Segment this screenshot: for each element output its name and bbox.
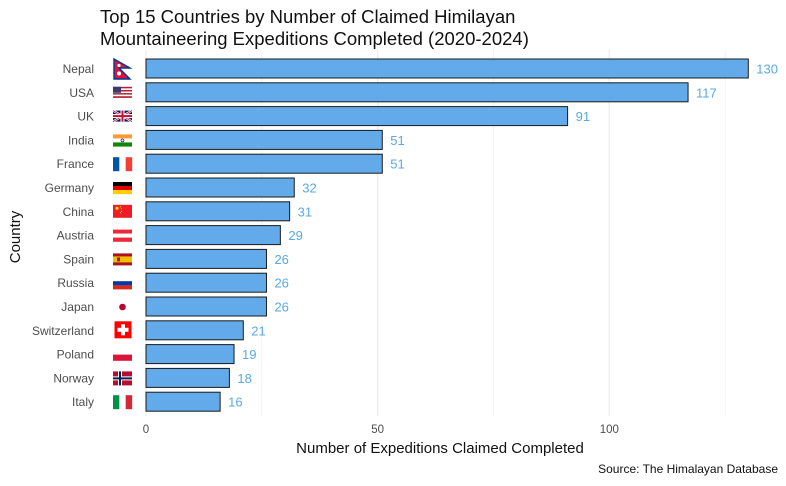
y-tick-label: Switzerland <box>32 324 94 338</box>
bar-italy <box>145 391 221 412</box>
china-flag-icon <box>113 204 132 218</box>
spain-flag-icon <box>113 253 132 266</box>
value-label: 51 <box>390 133 404 148</box>
value-label: 21 <box>251 323 265 338</box>
x-tick-label: 0 <box>143 424 149 436</box>
bar-nepal <box>145 58 749 79</box>
flags <box>112 57 133 410</box>
germany-flag-icon <box>113 182 132 195</box>
bar-france <box>145 153 383 174</box>
bar-uk <box>145 106 569 127</box>
value-label: 26 <box>274 276 288 291</box>
value-label: 29 <box>288 228 302 243</box>
bar-russia <box>145 272 267 293</box>
y-tick-label: Nepal <box>63 62 94 76</box>
bar-china <box>145 201 291 222</box>
poland-flag-icon <box>113 348 132 361</box>
italy-flag-icon <box>113 395 133 410</box>
bar-india <box>145 129 383 150</box>
bar-austria <box>145 225 281 246</box>
y-tick-label: Germany <box>45 181 94 195</box>
bar-poland <box>145 344 235 365</box>
value-label: 19 <box>242 347 256 362</box>
x-tick-label: 100 <box>600 424 619 436</box>
y-tick-label: Spain <box>63 252 94 266</box>
y-tick-label: USA <box>69 86 94 100</box>
austria-flag-icon <box>113 229 132 242</box>
y-tick-label: India <box>68 133 94 147</box>
india-flag-icon <box>113 134 132 147</box>
value-label: 16 <box>228 395 242 410</box>
y-axis-title: Country <box>7 210 24 263</box>
y-tick-label: Austria <box>57 229 95 243</box>
y-tick-label: France <box>57 157 95 171</box>
x-axis-title: Number of Expeditions Claimed Completed <box>296 440 584 457</box>
value-label: 18 <box>237 371 251 386</box>
bar-germany <box>145 177 295 198</box>
y-tick-label: Poland <box>57 348 94 362</box>
value-label: 51 <box>390 157 404 172</box>
bar-japan <box>145 296 267 317</box>
chart-title-line-2: Mountaineering Expeditions Completed (20… <box>100 28 529 49</box>
value-label: 26 <box>274 300 288 315</box>
y-tick-label: Italy <box>72 395 94 409</box>
value-label: 31 <box>298 204 312 219</box>
switzerland-flag-icon <box>114 321 132 339</box>
chart-title: Top 15 Countries by Number of Claimed Hi… <box>100 6 529 50</box>
value-label: 91 <box>576 109 590 124</box>
y-tick-labels: Nepal USA UK India France Germany China Austria… <box>32 62 94 409</box>
y-tick-label: Norway <box>53 371 94 385</box>
value-label: 130 <box>756 62 778 77</box>
nepal-flag-icon <box>113 57 133 80</box>
x-tick-labels: 0 50 100 <box>143 424 619 436</box>
uk-flag-icon <box>112 109 133 123</box>
y-tick-label: China <box>63 205 95 219</box>
x-tick-label: 50 <box>371 424 384 436</box>
value-label: 117 <box>696 85 717 100</box>
chart-title-line-1: Top 15 Countries by Number of Claimed Hi… <box>100 6 516 27</box>
y-tick-label: Russia <box>57 276 94 290</box>
source-caption: Source: The Himalayan Database <box>598 462 778 476</box>
bar-norway <box>145 367 230 388</box>
y-tick-label: UK <box>77 110 94 124</box>
bar-switzerland <box>145 320 244 341</box>
value-label: 26 <box>274 252 288 267</box>
bars <box>145 58 749 412</box>
bar-spain <box>145 248 267 269</box>
japan-flag-icon <box>113 301 132 313</box>
bar-usa <box>145 82 689 103</box>
usa-flag-icon <box>113 86 132 98</box>
y-tick-label: Japan <box>61 300 94 314</box>
value-label: 32 <box>302 181 316 196</box>
norway-flag-icon <box>113 371 132 386</box>
france-flag-icon <box>113 157 133 172</box>
russia-flag-icon <box>113 277 132 290</box>
